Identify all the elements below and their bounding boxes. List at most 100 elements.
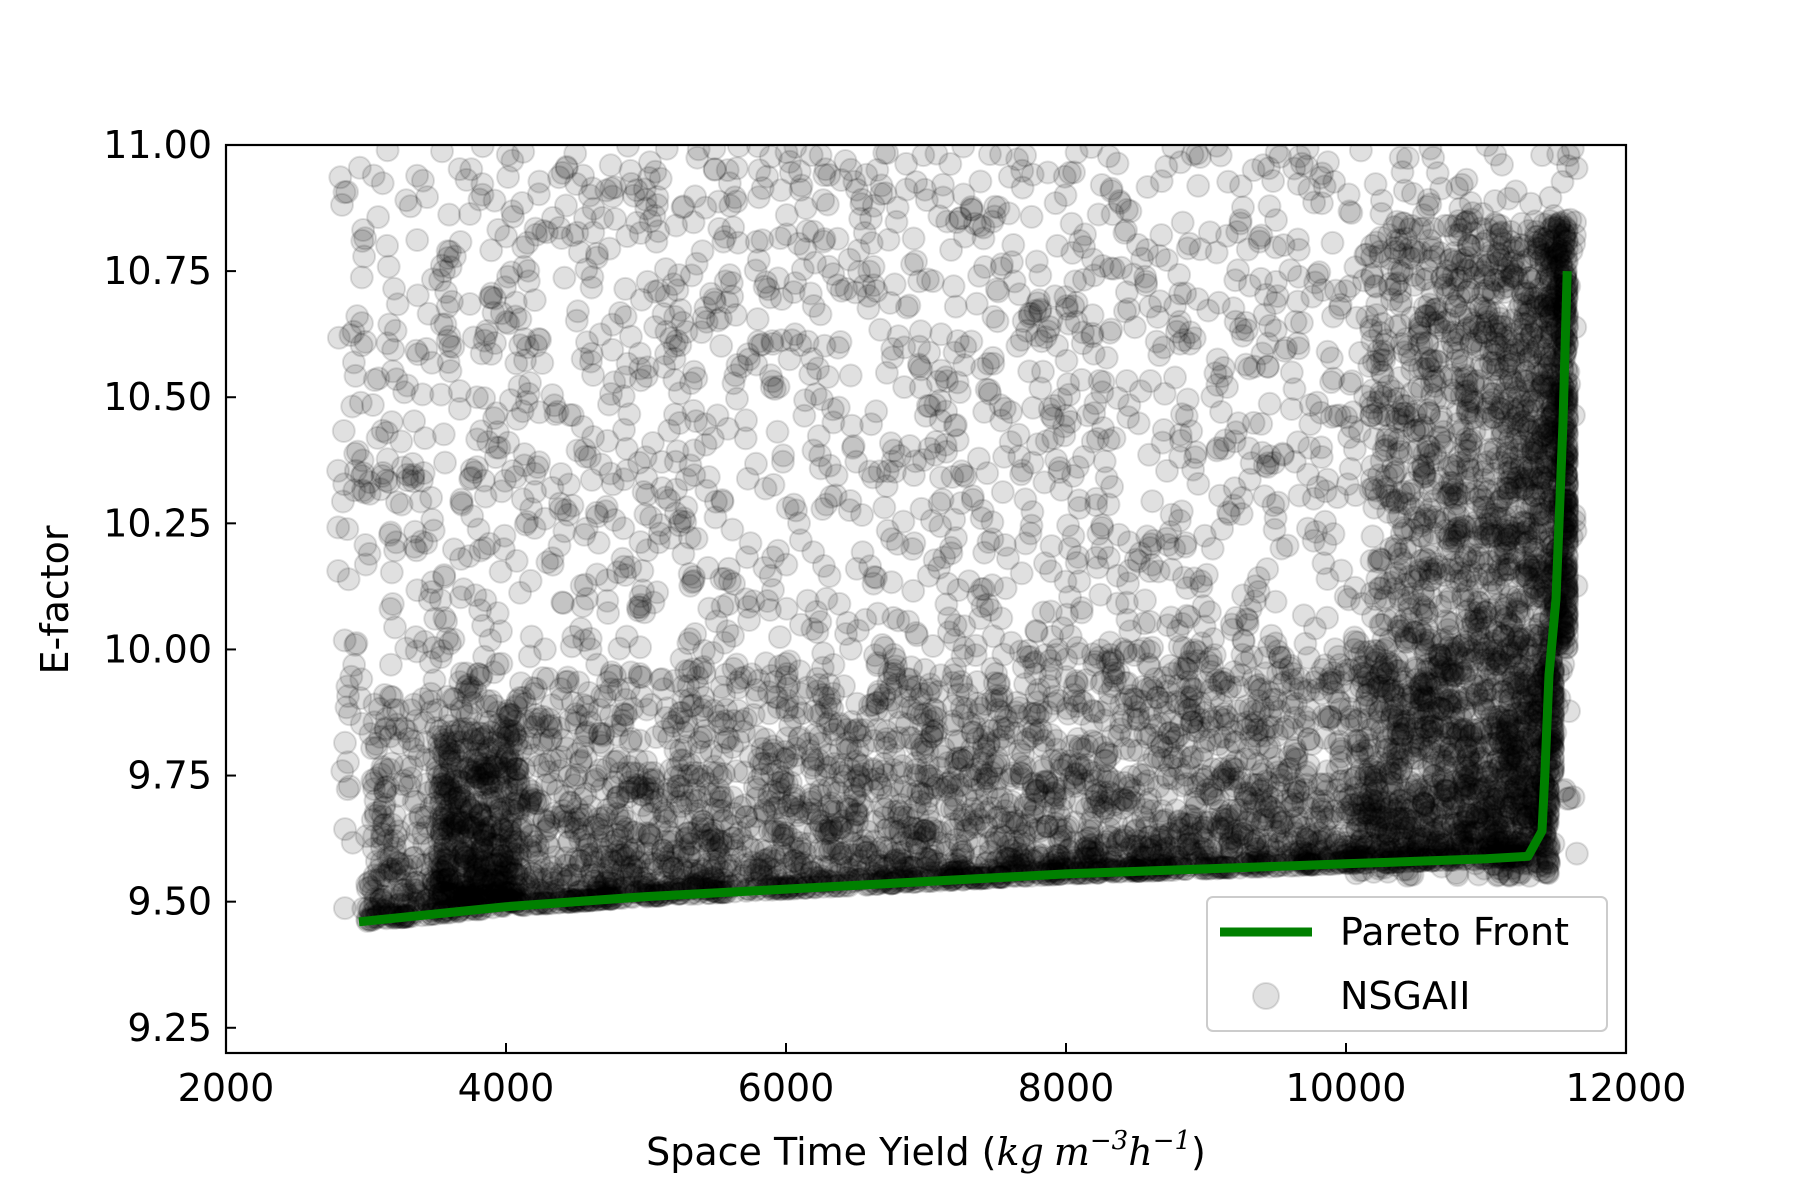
- nsgaii-point: [781, 835, 806, 860]
- nsgaii-point: [517, 644, 542, 669]
- nsgaii-point: [838, 489, 863, 513]
- nsgaii-point: [1410, 267, 1435, 292]
- nsgaii-point: [683, 622, 708, 646]
- nsgaii-point: [977, 378, 1002, 402]
- nsgaii-point: [1105, 591, 1130, 616]
- nsgaii-point: [1425, 161, 1450, 185]
- nsgaii-point: [951, 145, 976, 159]
- nsgaii-point: [1503, 179, 1528, 204]
- nsgaii-point: [959, 197, 984, 222]
- nsgaii-point: [1495, 514, 1520, 538]
- nsgaii-point: [1477, 299, 1502, 323]
- nsgaii-point: [369, 850, 394, 875]
- nsgaii-point: [405, 228, 430, 252]
- nsgaii-point: [963, 643, 988, 668]
- nsgaii-point: [892, 335, 917, 360]
- nsgaii-point: [518, 568, 543, 593]
- nsgaii-point: [501, 204, 525, 229]
- nsgaii-point: [652, 355, 677, 379]
- nsgaii-point: [668, 297, 693, 322]
- nsgaii-point: [734, 408, 758, 433]
- nsgaii-point: [1038, 599, 1063, 624]
- nsgaii-point: [834, 622, 858, 646]
- nsgaii-point: [1313, 725, 1337, 750]
- nsgaii-point: [1310, 161, 1335, 186]
- nsgaii-point: [1291, 603, 1316, 628]
- nsgaii-point: [1098, 320, 1122, 345]
- nsgaii-point: [1226, 258, 1251, 283]
- nsgaii-point: [1020, 500, 1045, 524]
- nsgaii-point: [411, 168, 435, 193]
- nsgaii-point: [1366, 549, 1391, 574]
- nsgaii-point: [419, 350, 444, 375]
- nsgaii-point: [1082, 401, 1107, 426]
- nsgaii-point: [1334, 405, 1359, 430]
- nsgaii-point: [840, 435, 865, 460]
- nsgaii-point: [754, 270, 778, 295]
- nsgaii-point: [1158, 520, 1183, 544]
- nsgaii-point: [1175, 236, 1200, 261]
- nsgaii-point: [968, 169, 993, 194]
- nsgaii-point: [1134, 815, 1159, 840]
- nsgaii-point: [1348, 782, 1373, 806]
- nsgaii-point: [908, 375, 933, 400]
- nsgaii-point: [1167, 309, 1192, 334]
- nsgaii-point: [865, 601, 890, 626]
- nsgaii-point: [1206, 290, 1231, 315]
- nsgaii-point: [379, 560, 404, 585]
- nsgaii-point: [744, 352, 769, 377]
- nsgaii-point: [951, 182, 976, 207]
- nsgaii-point: [825, 226, 850, 251]
- nsgaii-point: [1264, 269, 1289, 294]
- nsgaii-point: [990, 480, 1015, 505]
- nsgaii-point: [1085, 426, 1110, 451]
- nsgaii-point: [970, 594, 995, 619]
- nsgaii-point: [470, 172, 495, 197]
- nsgaii-point: [1154, 154, 1179, 179]
- nsgaii-point: [972, 540, 997, 565]
- nsgaii-point: [980, 209, 1005, 234]
- nsgaii-point: [913, 761, 938, 786]
- nsgaii-point: [662, 346, 687, 371]
- nsgaii-point: [1090, 380, 1115, 405]
- nsgaii-point: [986, 195, 1011, 220]
- nsgaii-point: [993, 576, 1018, 601]
- nsgaii-point: [989, 408, 1014, 433]
- nsgaii-point: [790, 257, 815, 282]
- nsgaii-point: [911, 448, 936, 472]
- nsgaii-point: [959, 329, 984, 354]
- nsgaii-point: [1162, 745, 1187, 770]
- nsgaii-point: [1305, 262, 1330, 287]
- nsgaii-point: [1019, 204, 1044, 229]
- nsgaii-point: [331, 419, 356, 443]
- nsgaii-point: [1316, 150, 1340, 175]
- nsgaii-point: [811, 818, 836, 843]
- nsgaii-point: [433, 450, 457, 475]
- nsgaii-point: [1454, 426, 1479, 451]
- nsgaii-point: [615, 351, 640, 376]
- nsgaii-point: [1537, 296, 1561, 321]
- nsgaii-point: [474, 322, 498, 347]
- nsgaii-point: [1203, 361, 1228, 386]
- nsgaii-point: [1135, 791, 1160, 816]
- nsgaii-point: [1024, 249, 1049, 274]
- nsgaii-point: [1053, 569, 1078, 594]
- nsgaii-point: [1217, 502, 1242, 527]
- nsgaii-point: [975, 461, 1000, 486]
- nsgaii-point: [1091, 416, 1115, 440]
- nsgaii-point: [493, 275, 517, 300]
- nsgaii-point: [1017, 359, 1042, 384]
- nsgaii-point: [1067, 569, 1092, 594]
- nsgaii-point: [1231, 629, 1256, 654]
- nsgaii-point: [891, 509, 916, 534]
- nsgaii-point: [1483, 189, 1507, 213]
- nsgaii-point: [1058, 585, 1082, 609]
- nsgaii-point: [841, 434, 866, 458]
- nsgaii-point: [951, 839, 976, 864]
- nsgaii-point: [808, 302, 833, 327]
- nsgaii-point: [353, 552, 378, 577]
- nsgaii-point: [824, 463, 849, 488]
- nsgaii-point: [1167, 262, 1192, 287]
- nsgaii-point: [348, 390, 373, 415]
- nsgaii-point: [541, 205, 565, 230]
